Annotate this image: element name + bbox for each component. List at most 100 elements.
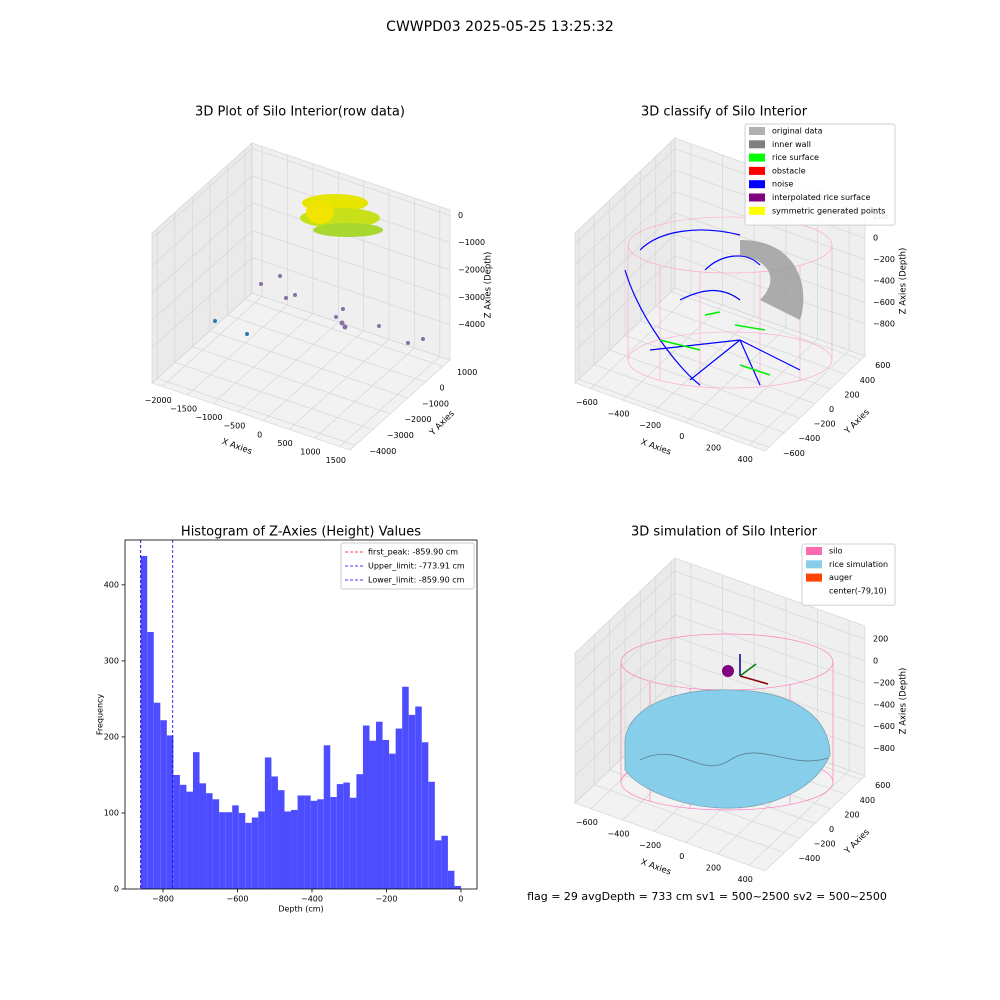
z-tick-label: 0 [873,657,878,666]
grid-line [339,356,441,447]
y-tick-label: 200 [844,390,859,399]
bar [382,739,390,889]
bar [238,812,246,889]
grid-line [671,291,862,360]
z-axis-label: Z Axies (Depth) [899,248,909,315]
bar [245,822,252,889]
x-axis-label: X Axies [220,437,253,457]
rice-simulation [624,689,831,809]
grid-line [640,320,831,390]
bar [179,784,187,889]
x-tick-label: −1000 [195,413,222,422]
y-tick-label: 400 [104,580,119,589]
z-tick-label: 0 [873,234,878,243]
grid-line [151,230,253,321]
z-tick-label: −200 [873,255,895,264]
x-axis-label: Depth (cm) [278,905,323,914]
x-tick-label: 200 [706,864,721,873]
center-marker [722,665,734,677]
grid-line [238,321,339,413]
x-tick-label: 0 [458,895,463,904]
x-tick-label: −800 [152,895,174,904]
grid-line [251,148,451,216]
y-tick-label: 100 [104,808,119,817]
chart-title: 3D Plot of Silo Interior(row data) [195,105,405,120]
legend-label: first_peak: -859.90 cm [368,548,458,557]
grid-line [288,339,390,430]
bar [369,740,377,889]
bar [362,725,370,889]
grid-line [574,191,676,287]
bar [147,632,154,889]
legend-label: inner wall [772,140,811,149]
grid-line [157,377,356,446]
figure-title: CWWPD03 2025-05-25 13:25:32 [386,19,614,35]
z-tick-label: −800 [873,319,895,328]
legend-label: obstacle [772,166,806,175]
bar [212,799,220,889]
bar [284,811,292,889]
y-tick-label: −4000 [369,447,396,456]
grid-line [151,257,253,348]
bar [356,774,363,889]
legend-label: original data [772,127,823,136]
bar [454,885,462,889]
bar [166,735,174,889]
legend-box [801,543,896,606]
grid-line [574,680,676,776]
z-tick-label: −600 [873,722,895,731]
bar [173,774,180,889]
grid-line [244,298,444,367]
z-tick-label: −800 [873,744,895,753]
bar [225,812,233,889]
x-tick-label: 1500 [326,456,346,465]
legend-label: noise [772,180,793,189]
z-tick-label: −400 [873,700,895,709]
bar [186,791,193,889]
bar [232,805,239,889]
legend-label: center(-79,10) [829,586,887,595]
grid-line [674,592,866,662]
legend-label: Lower_limit: -859.90 cm [368,576,465,585]
x-tick-label: −600 [576,818,598,827]
z-tick-label: −200 [873,678,895,687]
status-text: flag = 29 avgDepth = 733 cm sv1 = 500~25… [527,890,887,903]
x-tick-label: −2000 [145,396,172,405]
scatter-points [213,274,425,345]
rice-surface-ridge [639,752,829,767]
bar [304,795,311,889]
bar [317,799,324,889]
grid-line [209,330,409,399]
grid-line [174,362,373,430]
grid-line [263,330,364,422]
legend-swatch [749,153,765,162]
grid-line [574,570,676,667]
grid-line [212,313,314,404]
auger-axes [739,654,769,685]
bar [434,840,442,889]
y-tick-label: −200 [814,420,836,429]
grid-line [314,347,415,439]
bar [428,781,435,889]
x-tick-label: −500 [223,422,245,431]
bar [421,742,429,889]
bar [408,714,416,889]
y-tick-label: −400 [798,854,820,863]
x-tick-label: −200 [639,421,661,430]
bar [330,796,337,889]
bar [206,793,213,889]
grid-line [574,592,676,689]
grid-line [655,305,846,375]
grid-line [574,255,676,352]
bar [153,702,161,889]
legend-swatch [806,560,822,569]
bar [264,757,272,889]
x-tick-label: −200 [639,841,661,850]
grid-line [594,784,785,854]
y-tick-label: 0 [829,405,834,414]
x-tick-label: 0 [679,432,684,441]
x-tick-label: −1500 [170,405,197,414]
legend-label: interpolated rice surface [772,193,870,202]
y-tick-label: 0 [114,885,119,894]
z-tick-label: −3000 [458,293,485,302]
